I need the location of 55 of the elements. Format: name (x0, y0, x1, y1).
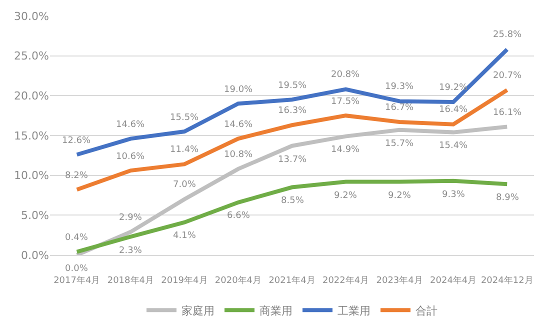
y-tick-label: 15.0% (14, 129, 49, 142)
legend-label: 商業用 (260, 304, 292, 318)
x-tick-label: 2023年4月 (376, 274, 423, 286)
data-label: 6.6% (227, 211, 250, 221)
x-tick-label: 2024年12月 (480, 274, 534, 286)
data-label: 14.6% (224, 120, 254, 130)
data-label: 8.9% (496, 193, 520, 203)
data-label: 10.6% (116, 152, 146, 162)
data-label: 25.8% (493, 30, 522, 40)
data-label: 15.7% (385, 139, 414, 149)
data-label: 10.8% (224, 150, 254, 160)
data-label: 9.3% (442, 190, 466, 200)
y-tick-label: 5.0% (21, 209, 49, 222)
data-label: 9.2% (334, 191, 358, 201)
x-tick-label: 2021年4月 (268, 274, 316, 286)
legend-label: 工業用 (338, 304, 370, 318)
legend-label: 家庭用 (182, 304, 214, 318)
y-tick-label: 0.0% (21, 248, 49, 262)
data-label: 13.7% (278, 155, 308, 165)
data-label: 20.8% (331, 70, 360, 80)
x-tick-label: 2022年4月 (322, 274, 370, 286)
x-tick-label: 2020年4月 (214, 274, 262, 286)
data-label: 0.0% (65, 264, 88, 274)
data-label: 16.7% (385, 103, 414, 113)
data-label: 2.9% (119, 213, 142, 223)
data-label: 17.5% (331, 97, 360, 107)
data-label: 4.1% (173, 231, 196, 241)
data-label: 16.1% (493, 108, 522, 118)
data-label: 11.4% (170, 145, 200, 155)
x-tick-label: 2017年4月 (54, 274, 100, 286)
x-tick-label: 2019年4月 (161, 274, 208, 286)
y-tick-label: 30.0% (14, 10, 49, 23)
x-tick-label: 2018年4月 (107, 274, 154, 286)
legend-label: 合計 (416, 304, 438, 318)
data-label: 19.5% (278, 81, 308, 91)
data-label: 14.6% (116, 120, 146, 130)
data-label: 8.2% (65, 171, 88, 181)
data-label: 2.3% (119, 246, 142, 256)
y-tick-label: 20.0% (14, 90, 49, 103)
y-tick-label: 10.0% (14, 169, 49, 182)
data-label: 14.9% (331, 145, 360, 155)
data-label: 16.3% (278, 106, 308, 116)
data-label: 7.0% (173, 180, 196, 190)
data-label: 16.4% (439, 105, 468, 115)
data-label: 15.5% (170, 113, 200, 123)
data-label: 8.5% (281, 196, 304, 206)
data-label: 12.6% (62, 136, 92, 146)
x-tick-label: 2024年4月 (430, 274, 477, 286)
data-label: 19.3% (385, 82, 414, 92)
data-label: 15.4% (439, 141, 468, 151)
data-label: 9.2% (388, 191, 412, 201)
data-label: 0.4% (65, 233, 88, 243)
y-tick-label: 25.0% (14, 50, 49, 63)
data-label: 20.7% (493, 71, 522, 81)
data-label: 19.0% (224, 85, 254, 95)
